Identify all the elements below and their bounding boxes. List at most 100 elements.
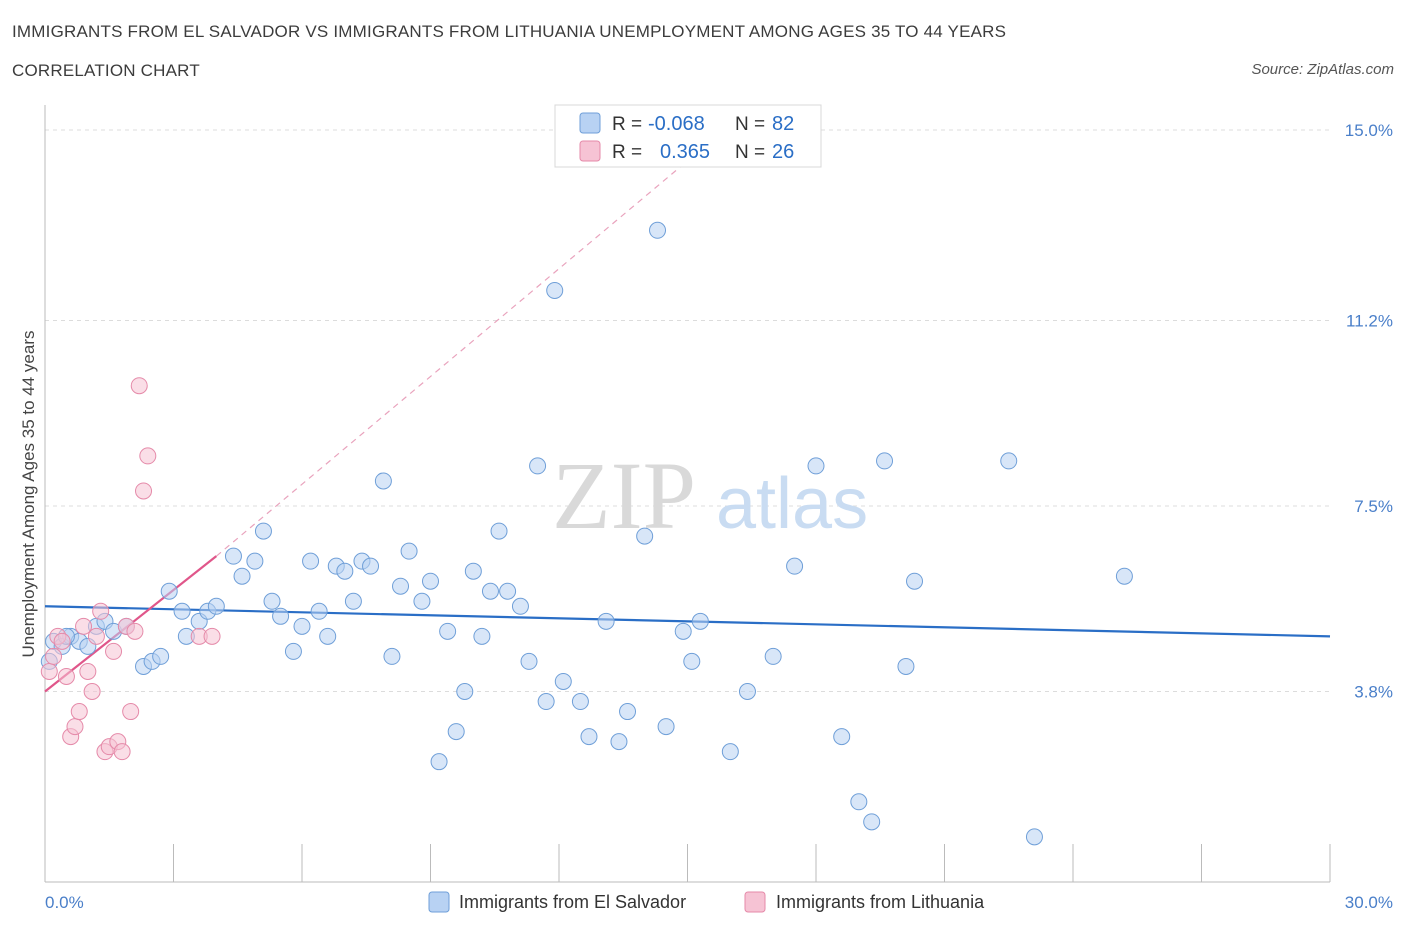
el-salvador-point-53 [546,281,564,299]
lithuania-point-11 [87,627,105,645]
el-salvador-point-19 [233,567,251,585]
y-tick-label-0: 15.0% [1345,121,1393,140]
el-salvador-point-13 [173,602,191,620]
el-salvador-point-60 [636,527,654,545]
el-salvador-point-21 [254,522,272,540]
el-salvador-point-67 [738,683,756,701]
el-salvador-point-56 [580,728,598,746]
axes [44,105,1331,883]
watermark-zip: ZIP [552,442,696,549]
el-salvador-point-28 [319,627,337,645]
el-salvador-point-70 [807,457,825,475]
el-salvador-point-42 [447,723,465,741]
el-salvador-point-39 [422,572,439,590]
el-salvador-point-34 [374,472,392,490]
lithuania-point-4 [57,667,75,685]
el-salvador-point-38 [413,592,431,610]
el-salvador-point-36 [392,577,410,595]
series-legend: Immigrants from El Salvador Immigrants f… [428,891,985,913]
lithuania-point-12 [92,602,110,620]
lithuania-point-10 [83,683,101,701]
el-salvador-point-73 [863,813,881,831]
lithuania-point-6 [66,718,84,736]
legend-bottom-label-pink: Immigrants from Lithuania [776,892,985,912]
el-salvador-point-12 [160,582,178,600]
legend-swatch-pink [579,140,601,162]
data-points [40,221,1133,846]
x-tick-label-1: 30.0% [1345,893,1393,912]
chart-subtitle: CORRELATION CHART [12,61,200,80]
legend-bottom-swatch-pink [744,891,766,913]
lithuania-point-8 [75,617,93,635]
el-salvador-point-22 [263,592,281,610]
gridlines [45,129,1330,693]
lithuania-point-0 [40,662,58,680]
el-salvador-point-18 [224,547,242,565]
el-salvador-point-23 [272,607,290,625]
el-salvador-point-69 [786,557,804,575]
el-salvador-point-68 [764,647,782,665]
lithuania-point-17 [113,743,131,761]
trend-lines [44,149,1331,693]
el-salvador-point-17 [207,597,225,615]
source-label: Source: ZipAtlas.com [1251,61,1394,78]
el-salvador-point-43 [456,683,474,701]
lithuania-point-1 [45,647,63,665]
el-salvador-point-52 [537,693,555,711]
watermark-atlas: atlas [716,464,868,544]
lithuania-point-9 [79,662,97,680]
el-salvador-point-37 [400,542,418,560]
el-salvador-point-65 [691,612,709,630]
y-axis-label: Unemployment Among Ages 35 to 44 years [19,331,38,658]
el-salvador-point-24 [284,642,302,660]
legend-n-value-pink: 26 [772,141,794,163]
el-salvador-point-51 [529,457,547,475]
lithuania-point-3 [53,632,71,650]
el-salvador-point-31 [344,592,362,610]
y-tick-label-2: 7.5% [1354,497,1393,516]
el-salvador-point-55 [571,693,589,711]
lithuania-point-23 [139,447,157,465]
el-salvador-point-61 [649,221,667,239]
lithuania-point-19 [122,703,140,721]
el-salvador-point-57 [597,612,615,630]
el-salvador-point-46 [481,582,499,600]
el-salvador-point-26 [302,552,320,570]
chart-title: IMMIGRANTS FROM EL SALVADOR VS IMMIGRANT… [12,22,1007,41]
el-salvador-point-59 [619,703,637,721]
tick-labels: 15.0% 11.2% 7.5% 3.8% 0.0% 30.0% [45,121,1393,912]
legend-r-label-blue: R = [612,114,642,135]
el-salvador-point-63 [674,622,692,640]
el-salvador-point-44 [464,562,482,580]
el-salvador-point-74 [876,452,894,470]
el-salvador-point-50 [520,652,538,670]
x-tick-label-0: 0.0% [45,893,84,912]
y-tick-label-3: 3.8% [1354,683,1393,702]
el-salvador-point-41 [439,622,457,640]
el-salvador-point-66 [721,743,739,761]
y-tick-label-1: 11.2% [1346,312,1393,331]
legend-swatch-blue [579,112,601,134]
legend-bottom-swatch-blue [428,891,450,913]
el-salvador-point-78 [1025,828,1043,846]
el-salvador-point-62 [657,718,675,736]
el-salvador-trend-line [44,605,1331,638]
el-salvador-point-54 [554,672,572,690]
lithuania-point-21 [130,377,148,395]
el-salvador-point-11 [152,647,170,665]
el-salvador-point-79 [1115,567,1133,585]
el-salvador-point-20 [246,552,264,570]
el-salvador-point-48 [499,582,517,600]
el-salvador-point-33 [362,557,380,575]
el-salvador-point-76 [906,572,924,590]
lithuania-point-22 [135,482,153,500]
legend-bottom-label-blue: Immigrants from El Salvador [459,892,686,912]
el-salvador-point-49 [511,597,529,615]
correlation-legend: R = -0.068 N = 82 R = 0.365 N = 26 [554,104,822,168]
el-salvador-point-25 [293,617,311,635]
el-salvador-point-72 [850,793,868,811]
el-salvador-point-35 [383,647,401,665]
el-salvador-point-30 [336,562,354,580]
legend-r-value-pink: 0.365 [660,141,710,163]
